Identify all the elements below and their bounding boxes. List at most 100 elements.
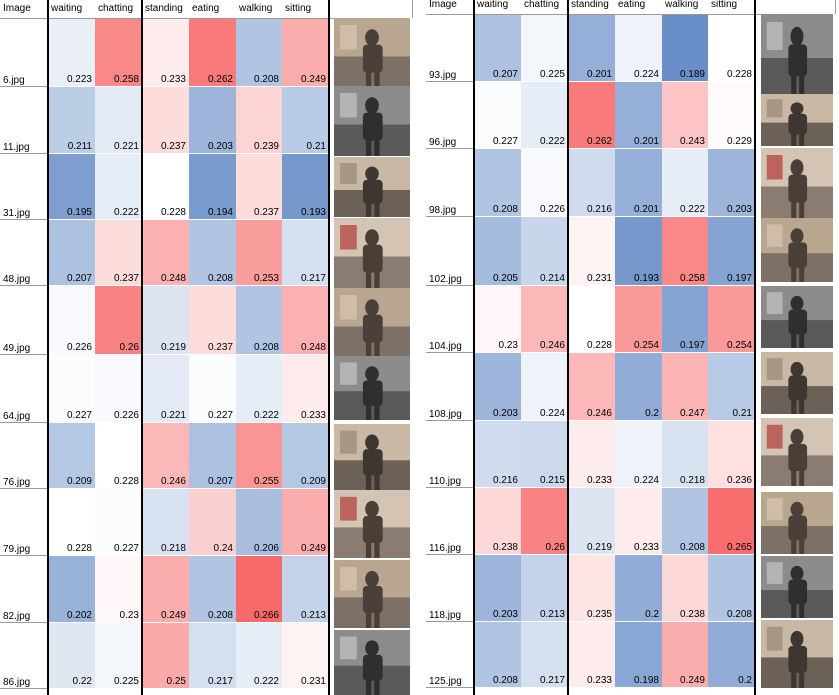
heat-cell-standing: 0.219: [142, 286, 189, 354]
row-rule: [0, 422, 48, 423]
row-rule: [0, 354, 48, 355]
cell-value: 0.213: [300, 610, 326, 621]
cell-value: 0.203: [726, 204, 752, 215]
heat-cell-walking: 0.222: [236, 355, 282, 422]
cell-value: 0.246: [539, 340, 565, 351]
cell-value: 0.203: [492, 408, 518, 419]
table-row: 76.jpg 0.209 0.228 0.246 0.207 0.255 0.209: [0, 423, 329, 489]
header-walking: walking: [239, 3, 273, 14]
cell-value: 0.216: [492, 475, 518, 486]
heat-cell-walking: 0.239: [236, 87, 282, 153]
heat-cell-eating: 0.224: [615, 421, 662, 487]
heat-cell-chatting: 0.246: [521, 286, 568, 352]
cell-value: 0.229: [726, 136, 752, 147]
table-row: 98.jpg 0.208 0.226 0.216 0.201 0.222 0.203: [426, 149, 755, 217]
heat-cell-standing: 0.219: [568, 488, 615, 554]
row-label: 48.jpg: [3, 274, 31, 285]
cell-value: 0.224: [539, 408, 565, 419]
cell-value: 0.228: [586, 340, 612, 351]
heat-cell-eating: 0.201: [615, 149, 662, 216]
thumbnail-divider: [835, 0, 836, 14]
cell-value: 0.249: [300, 74, 326, 85]
heat-cell-waiting: 0.227: [48, 355, 95, 422]
table-row: 125.jpg 0.208 0.217 0.233 0.198 0.249 0.2: [426, 622, 755, 688]
heat-cell-walking: 0.253: [236, 220, 282, 285]
cell-value: 0.2: [645, 408, 659, 419]
row-label: 98.jpg: [429, 205, 457, 216]
row-thumbnail-image: [334, 630, 410, 695]
cell-value: 0.208: [492, 204, 518, 215]
row-label: 6.jpg: [3, 75, 25, 86]
cell-value: 0.217: [300, 273, 326, 284]
header-chatting: chatting: [524, 0, 560, 10]
row-rule: [426, 687, 474, 688]
heat-cell-eating: 0.203: [189, 87, 236, 153]
cell-value: 0.208: [207, 273, 233, 284]
cell-value: 0.231: [586, 273, 612, 284]
cell-value: 0.197: [726, 273, 752, 284]
table-row: 110.jpg 0.216 0.215 0.233 0.224 0.218 0.236: [426, 421, 755, 488]
cell-value: 0.222: [253, 676, 279, 687]
row-thumbnail-image: [761, 492, 833, 554]
cell-value: 0.193: [633, 273, 659, 284]
row-rule: [426, 148, 474, 149]
heat-cell-chatting: 0.217: [521, 622, 568, 687]
cell-value: 0.254: [726, 340, 752, 351]
cell-value: 0.255: [253, 476, 279, 487]
cell-value: 0.201: [586, 69, 612, 80]
row-label: 102.jpg: [429, 274, 462, 285]
column-divider: [141, 0, 143, 695]
thumbnail-divider: [412, 0, 413, 18]
cell-value: 0.246: [586, 408, 612, 419]
cell-value: 0.24: [213, 543, 233, 554]
heat-cell-standing: 0.25: [142, 623, 189, 688]
heat-cell-waiting: 0.208: [474, 149, 521, 216]
cell-value: 0.243: [679, 136, 705, 147]
cell-value: 0.262: [586, 136, 612, 147]
row-thumbnail-image: [334, 356, 410, 420]
heat-cell-chatting: 0.214: [521, 217, 568, 285]
cell-value: 0.248: [160, 273, 186, 284]
cell-value: 0.207: [66, 273, 92, 284]
row-label: 11.jpg: [3, 142, 30, 153]
heat-cell-sitting: 0.203: [708, 149, 755, 216]
heat-cell-sitting: 0.2: [708, 622, 755, 687]
row-label: 104.jpg: [429, 341, 462, 352]
cell-value: 0.26: [119, 342, 139, 353]
heat-cell-eating: 0.2: [615, 555, 662, 621]
cell-value: 0.249: [679, 675, 705, 686]
row-label: 49.jpg: [3, 343, 31, 354]
heat-cell-waiting: 0.22: [48, 623, 95, 688]
cell-value: 0.209: [66, 476, 92, 487]
heat-cell-sitting: 0.249: [282, 19, 329, 86]
cell-value: 0.205: [492, 273, 518, 284]
heat-cell-standing: 0.246: [142, 423, 189, 488]
heat-cell-waiting: 0.208: [474, 622, 521, 687]
cell-value: 0.201: [633, 204, 659, 215]
row-rule: [0, 86, 48, 87]
heat-cell-sitting: 0.193: [282, 154, 329, 219]
heat-cell-eating: 0.2: [615, 353, 662, 420]
row-thumbnail-image: [334, 218, 410, 288]
cell-value: 0.222: [679, 204, 705, 215]
row-thumbnail-image: [334, 86, 410, 156]
heat-cell-eating: 0.224: [615, 15, 662, 81]
cell-value: 0.266: [253, 610, 279, 621]
heat-cell-eating: 0.193: [615, 217, 662, 285]
cell-value: 0.233: [586, 475, 612, 486]
heat-cell-waiting: 0.238: [474, 488, 521, 554]
row-thumbnail-image: [761, 148, 833, 218]
heat-cell-standing: 0.218: [142, 489, 189, 555]
cell-value: 0.253: [253, 273, 279, 284]
heat-cell-eating: 0.208: [189, 556, 236, 622]
heat-cell-walking: 0.249: [662, 622, 708, 687]
column-divider: [567, 0, 569, 695]
heat-cell-chatting: 0.222: [521, 82, 568, 148]
row-label: 125.jpg: [429, 676, 462, 687]
cell-value: 0.222: [113, 207, 139, 218]
heat-cell-standing: 0.237: [142, 87, 189, 153]
cell-value: 0.208: [207, 610, 233, 621]
header-rule: [426, 14, 833, 15]
row-rule: [0, 688, 48, 689]
row-thumbnail-image: [334, 18, 410, 88]
